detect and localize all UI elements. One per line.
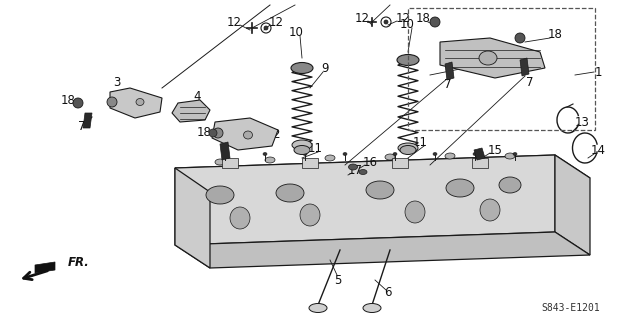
Polygon shape xyxy=(472,158,488,168)
Ellipse shape xyxy=(398,143,418,153)
Polygon shape xyxy=(212,118,278,150)
Text: 12: 12 xyxy=(396,11,410,25)
Polygon shape xyxy=(175,155,555,245)
Ellipse shape xyxy=(366,181,394,199)
Text: 11: 11 xyxy=(413,136,428,149)
Polygon shape xyxy=(83,113,92,128)
Text: 10: 10 xyxy=(289,26,303,39)
Ellipse shape xyxy=(215,159,225,165)
Polygon shape xyxy=(220,142,230,160)
Text: S843-E1201: S843-E1201 xyxy=(541,303,600,313)
Text: 18: 18 xyxy=(548,28,563,41)
Ellipse shape xyxy=(243,131,253,139)
Circle shape xyxy=(107,97,117,107)
Circle shape xyxy=(213,128,223,138)
Ellipse shape xyxy=(400,145,416,154)
Text: 8: 8 xyxy=(467,58,474,71)
Polygon shape xyxy=(35,262,55,273)
Ellipse shape xyxy=(263,152,267,155)
Text: 7: 7 xyxy=(78,121,86,133)
Ellipse shape xyxy=(399,56,417,64)
Ellipse shape xyxy=(433,152,437,155)
Ellipse shape xyxy=(292,140,312,150)
Ellipse shape xyxy=(359,169,367,174)
Text: 12: 12 xyxy=(355,11,369,25)
Ellipse shape xyxy=(393,152,397,155)
Text: 14: 14 xyxy=(591,144,605,157)
Circle shape xyxy=(73,98,83,108)
Polygon shape xyxy=(110,88,162,118)
Text: 15: 15 xyxy=(488,144,502,157)
Ellipse shape xyxy=(349,164,358,170)
Polygon shape xyxy=(175,232,590,268)
Circle shape xyxy=(430,17,440,27)
Text: 13: 13 xyxy=(575,115,589,129)
Polygon shape xyxy=(520,58,529,76)
Polygon shape xyxy=(302,158,318,168)
Polygon shape xyxy=(474,148,485,160)
Text: 7: 7 xyxy=(444,78,452,92)
Polygon shape xyxy=(172,100,210,122)
Text: 12: 12 xyxy=(269,16,284,28)
Text: 11: 11 xyxy=(307,142,323,154)
Ellipse shape xyxy=(405,201,425,223)
Polygon shape xyxy=(440,38,545,78)
Text: FR.: FR. xyxy=(68,256,90,269)
Polygon shape xyxy=(392,158,408,168)
Polygon shape xyxy=(445,62,454,80)
Text: 12: 12 xyxy=(227,16,241,28)
Ellipse shape xyxy=(445,153,455,159)
Text: 18: 18 xyxy=(415,11,431,25)
Ellipse shape xyxy=(446,179,474,197)
Circle shape xyxy=(209,129,217,137)
Text: 5: 5 xyxy=(334,273,342,286)
Ellipse shape xyxy=(499,177,521,193)
Text: 9: 9 xyxy=(321,62,329,75)
Polygon shape xyxy=(175,155,590,192)
Ellipse shape xyxy=(276,184,304,202)
Ellipse shape xyxy=(513,152,517,155)
Ellipse shape xyxy=(230,207,250,229)
Text: 16: 16 xyxy=(362,155,378,168)
Ellipse shape xyxy=(136,99,144,106)
Polygon shape xyxy=(222,158,238,168)
Ellipse shape xyxy=(293,63,311,72)
Ellipse shape xyxy=(343,152,347,155)
Circle shape xyxy=(515,33,525,43)
Ellipse shape xyxy=(479,51,497,65)
Ellipse shape xyxy=(223,152,227,155)
Text: 7: 7 xyxy=(220,145,228,159)
Ellipse shape xyxy=(473,152,477,155)
Text: 18: 18 xyxy=(196,125,211,138)
Text: 4: 4 xyxy=(193,91,201,103)
Ellipse shape xyxy=(325,155,335,161)
Ellipse shape xyxy=(385,154,395,160)
Bar xyxy=(408,8,595,130)
Ellipse shape xyxy=(294,145,310,154)
Ellipse shape xyxy=(309,303,327,313)
Text: 7: 7 xyxy=(526,76,534,88)
Ellipse shape xyxy=(303,152,307,155)
Text: 18: 18 xyxy=(61,93,76,107)
Text: 1: 1 xyxy=(595,65,602,78)
Text: 17: 17 xyxy=(348,164,362,176)
Ellipse shape xyxy=(300,204,320,226)
Circle shape xyxy=(384,20,388,24)
Ellipse shape xyxy=(363,303,381,313)
Circle shape xyxy=(264,26,268,30)
Ellipse shape xyxy=(291,63,313,73)
Ellipse shape xyxy=(397,55,419,65)
Ellipse shape xyxy=(265,157,275,163)
Ellipse shape xyxy=(480,199,500,221)
Ellipse shape xyxy=(505,153,515,159)
Text: 2: 2 xyxy=(272,129,280,142)
Text: 3: 3 xyxy=(113,76,121,88)
Polygon shape xyxy=(175,168,210,268)
Text: 10: 10 xyxy=(399,19,415,32)
Polygon shape xyxy=(555,155,590,255)
Ellipse shape xyxy=(206,186,234,204)
Text: 6: 6 xyxy=(384,286,392,300)
